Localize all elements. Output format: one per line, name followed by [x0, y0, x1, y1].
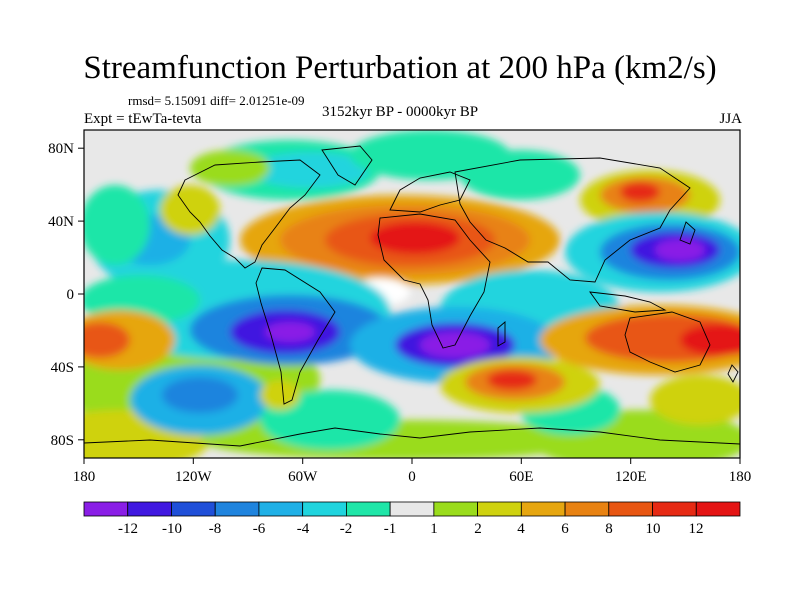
x-tick-label: 60W — [288, 469, 318, 485]
colorbar-swatch — [171, 501, 216, 517]
japan-coastline — [679, 221, 696, 245]
x-tick-label: 120E — [615, 469, 647, 485]
colorbar-labels: -12 -10 -8 -6 -4 -2 -1 1 2 4 6 8 10 12 — [118, 521, 704, 537]
colorbar-label: 1 — [430, 521, 438, 537]
colorbar-swatch — [127, 501, 172, 517]
colorbar-swatch — [83, 501, 129, 517]
south-america-coastline — [255, 267, 336, 405]
season-label: JJA — [719, 111, 742, 127]
streamfunction-field — [84, 130, 740, 458]
x-tick-label: 180 — [73, 469, 96, 485]
x-tick-labels: 180 120W 60W 0 60E 120E 180 — [73, 469, 752, 485]
y-tick-label: 40S — [51, 360, 74, 376]
greenland-coastline — [321, 145, 373, 186]
x-tick-label: 120W — [175, 469, 213, 485]
rmsd-diff-stats: rmsd= 5.15091 diff= 2.01251e-09 — [128, 93, 305, 108]
colorbar-swatch — [652, 501, 697, 517]
colorbar-swatch — [477, 501, 522, 517]
colorbar-label: -12 — [118, 521, 138, 537]
colorbar-label: -10 — [162, 521, 182, 537]
colorbar-swatch — [214, 501, 260, 517]
page-title: Streamfunction Perturbation at 200 hPa (… — [83, 50, 717, 86]
y-tick-label: 40N — [48, 214, 74, 230]
colorbar-swatch — [564, 501, 610, 517]
y-tick-label: 80N — [48, 141, 74, 157]
colorbar-swatch — [302, 501, 347, 517]
axis-ticks — [78, 147, 741, 464]
australia-coastline — [624, 311, 711, 373]
antarctica-coastline — [84, 427, 740, 447]
colorbar-label: -4 — [297, 521, 310, 537]
colorbar-swatch — [608, 501, 653, 517]
north-america-coastline — [177, 159, 321, 269]
asia-coastline — [454, 157, 691, 283]
africa-coastline — [377, 213, 491, 349]
europe-coastline — [389, 171, 471, 213]
maritime-continent-coastline — [589, 291, 667, 313]
colorbar-label: -1 — [384, 521, 397, 537]
madagascar-coastline — [497, 321, 506, 347]
x-tick-label: 0 — [408, 469, 416, 485]
colorbar-label: 10 — [646, 521, 661, 537]
y-tick-labels: 80N 40N 0 40S 80S — [48, 141, 74, 449]
colorbar-swatch — [345, 501, 391, 517]
colorbar-label: 2 — [474, 521, 482, 537]
time-period-label: 3152kyr BP - 0000kyr BP — [321, 104, 479, 120]
colorbar-label: 4 — [517, 521, 525, 537]
experiment-label: Expt = tEwTa-tevta — [84, 111, 202, 127]
colorbar-label: 12 — [689, 521, 704, 537]
colorbar-label: -8 — [209, 521, 222, 537]
x-tick-label: 60E — [509, 469, 533, 485]
colorbar-label: -2 — [340, 521, 353, 537]
colorbar-swatch — [258, 501, 304, 517]
x-tick-label: 180 — [729, 469, 752, 485]
colorbar-label: 8 — [605, 521, 613, 537]
colorbar-swatch — [433, 501, 478, 517]
coastlines — [84, 145, 740, 447]
colorbar-label: 6 — [561, 521, 569, 537]
colorbar-swatch — [695, 501, 741, 517]
colorbar-label: -6 — [253, 521, 266, 537]
colorbar-swatch — [389, 501, 435, 517]
colorbar-swatch — [520, 501, 566, 517]
y-tick-label: 0 — [67, 287, 75, 303]
y-tick-label: 80S — [51, 433, 74, 449]
new-zealand-coastline — [727, 364, 739, 383]
colorbar — [83, 501, 741, 517]
